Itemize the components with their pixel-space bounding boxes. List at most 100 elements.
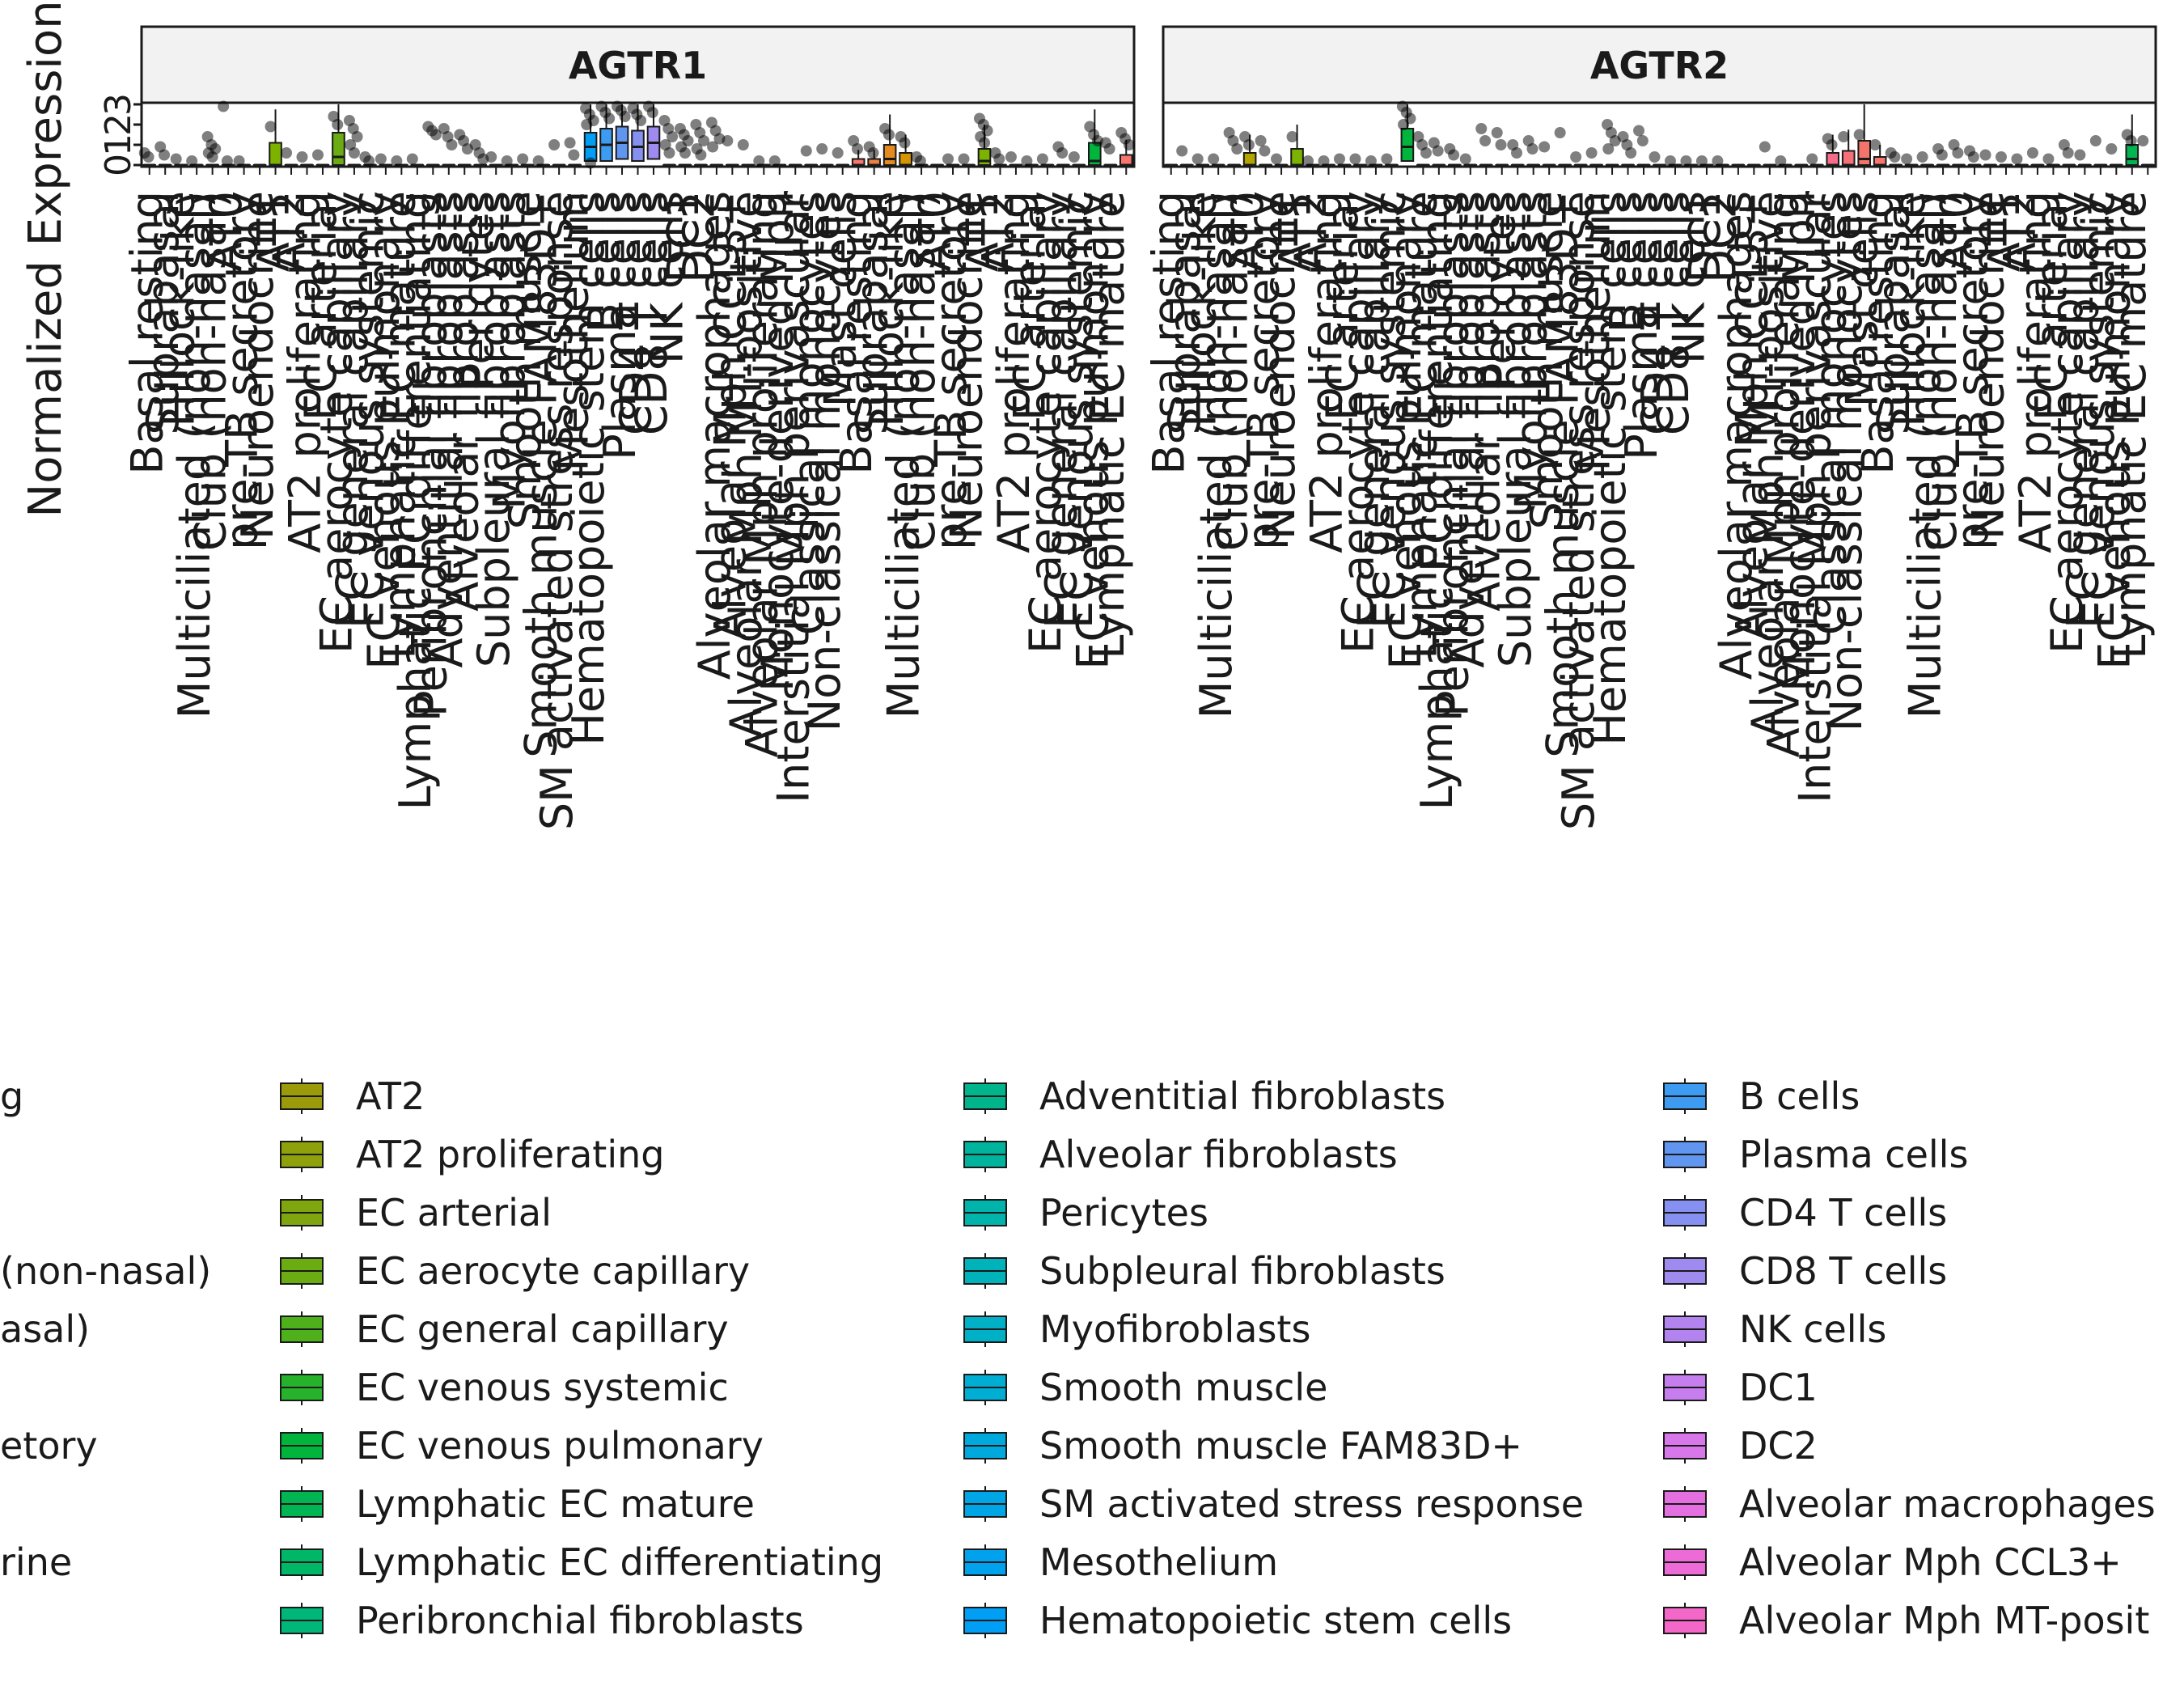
x-tick-label: Alveolar Mph proliferating — [736, 191, 787, 757]
box-55: AT2 — [1994, 153, 2045, 272]
legend-label: Alveolar Mph CCL3+ — [1739, 1540, 2122, 1584]
outlier-point — [233, 155, 245, 167]
outlier-point — [532, 155, 544, 167]
outlier-point — [1664, 155, 1676, 167]
outlier-point — [1952, 147, 1964, 159]
x-tick-label: NK cells — [641, 191, 692, 364]
box-16: EC venous pulmonary — [358, 153, 409, 670]
outlier-point — [958, 153, 970, 165]
legend-label: Lymphatic EC differentiating — [356, 1540, 883, 1584]
legend-label: Smooth muscle FAM83D+ — [1039, 1424, 1522, 1468]
box-13: EC aerocyte capillary — [1332, 153, 1383, 654]
legend-label: Mesothelium — [1039, 1540, 1278, 1584]
outlier-point — [635, 115, 647, 126]
box-body — [1841, 150, 1856, 166]
box-2: Suprabasal — [138, 141, 188, 435]
box-60: EC venous systemic — [2073, 135, 2124, 629]
box-60: EC venous systemic — [1052, 151, 1103, 629]
legend-label: Pericytes — [1039, 1191, 1208, 1235]
outlier-point — [882, 129, 895, 141]
box-51: AT0 — [1932, 139, 1983, 272]
legend-column-1: g (non-nasal) asal) etory rine — [0, 1074, 211, 1584]
x-tick-label: Interstitial Mph perivascular — [768, 190, 819, 803]
box-35: DC1 — [1679, 155, 1730, 283]
box-28: Mesothelium — [548, 137, 599, 471]
box-50: Club (non-nasal) — [1915, 143, 1966, 551]
legend-item: AT2 — [280, 1074, 425, 1118]
box-62: Lymphatic EC mature — [1083, 137, 1134, 659]
outlier-point — [707, 141, 719, 153]
outlier-point — [1916, 151, 1928, 163]
legend-label: AT2 — [356, 1074, 425, 1118]
facet-strip — [140, 25, 1136, 104]
legend-item: (non-nasal) — [0, 1249, 211, 1293]
x-tick-label: Alveolar Mph MT-positive — [721, 191, 772, 738]
outlier-point — [1853, 129, 1865, 141]
legend-label: etory — [0, 1424, 98, 1468]
legend-item: EC arterial — [280, 1191, 552, 1235]
x-tick-label: Hematopoietic stem cells — [563, 191, 614, 746]
legend-item: DC1 — [1663, 1366, 1818, 1409]
legend-label: DC2 — [1739, 1424, 1818, 1468]
legend-label: Alveolar macrophages — [1739, 1482, 2156, 1526]
legend-item: Peribronchial fibroblasts — [280, 1599, 804, 1642]
legend-item: Smooth muscle — [963, 1366, 1327, 1409]
outlier-point — [1286, 131, 1298, 142]
outlier-point — [265, 121, 277, 133]
box-47: Suprabasal — [847, 141, 898, 435]
box-33: CD8 T cells — [1648, 155, 1699, 435]
box-31: Plasma cells — [1616, 125, 1667, 460]
x-tick-label: EC arterial — [2025, 191, 2076, 421]
x-tick-label: CD4 T cells — [1632, 191, 1683, 435]
x-tick-label: Smooth muscle — [1522, 191, 1572, 529]
x-tick-label: Plasma cells — [1616, 191, 1667, 460]
x-tick-label: Lymphatic EC mature — [1395, 191, 1446, 659]
outlier-point — [1302, 155, 1314, 167]
x-tick-label: EC venous pulmonary — [358, 191, 409, 670]
x-tick-label: Neuroendocrine — [1254, 191, 1305, 540]
box-53: Neuroendocrine — [1963, 149, 2014, 540]
outlier-point — [679, 147, 691, 159]
x-tick-label: Lymphatic EC mature — [2105, 191, 2156, 659]
box-13: EC aerocyte capillary — [311, 104, 362, 654]
outlier-point — [430, 129, 442, 141]
x-tick-label: Hillock-like — [1175, 191, 1226, 427]
box-50: Club (non-nasal) — [894, 151, 945, 551]
x-tick-label: Lymphatic EC mature — [1083, 191, 1134, 659]
box-body — [977, 148, 992, 166]
box-38: Alveolar Mph CCL3+ — [1726, 163, 1777, 640]
x-tick-label: Hillock-like — [1884, 191, 1935, 427]
box-24: Myofibroblasts — [485, 155, 535, 510]
x-tick-label: Classical monocytes — [1805, 191, 1856, 635]
outlier-point — [1649, 151, 1661, 163]
legend-label: Alveolar fibroblasts — [1039, 1133, 1398, 1176]
outlier-point — [548, 139, 561, 150]
x-tick-label: Basal resting — [1144, 191, 1195, 475]
legend-label: NK cells — [1739, 1307, 1886, 1351]
legend-item: AT2 proliferating — [280, 1133, 664, 1176]
outlier-point — [1680, 155, 1692, 167]
box-body — [899, 152, 912, 166]
x-tick-label: EC general capillary — [1035, 191, 1086, 629]
outlier-point — [1365, 155, 1377, 167]
outlier-point — [1759, 141, 1771, 153]
outlier-point — [603, 112, 616, 125]
x-tick-label: Neuroendocrine — [942, 191, 993, 540]
box-36: DC2 — [1695, 155, 1746, 283]
box-37: Alveolar macrophages — [1711, 163, 1762, 680]
x-tick-label: Suprabasal — [1159, 191, 1210, 435]
x-tick-label: Neuroendocrine — [232, 191, 283, 540]
box-40: Alveolar Mph proliferating — [736, 155, 787, 757]
x-tick-label: EC venous systemic — [1364, 191, 1415, 629]
outlier-point — [2089, 135, 2101, 146]
x-tick-label: AT2 — [1994, 191, 2045, 272]
x-tick-label: DC2 — [673, 191, 724, 283]
x-tick-label: EC aerocyte capillary — [1332, 191, 1383, 654]
x-tick-label: Lymphatic EC differentiating — [1412, 191, 1462, 810]
outlier-point — [1123, 139, 1135, 150]
box-3: Hillock-like — [1175, 153, 1226, 427]
outlier-point — [2026, 147, 2038, 159]
box-10: AT2 — [1285, 155, 1336, 272]
outlier-point — [1554, 127, 1566, 138]
legend-item: Pericytes — [963, 1191, 1208, 1235]
